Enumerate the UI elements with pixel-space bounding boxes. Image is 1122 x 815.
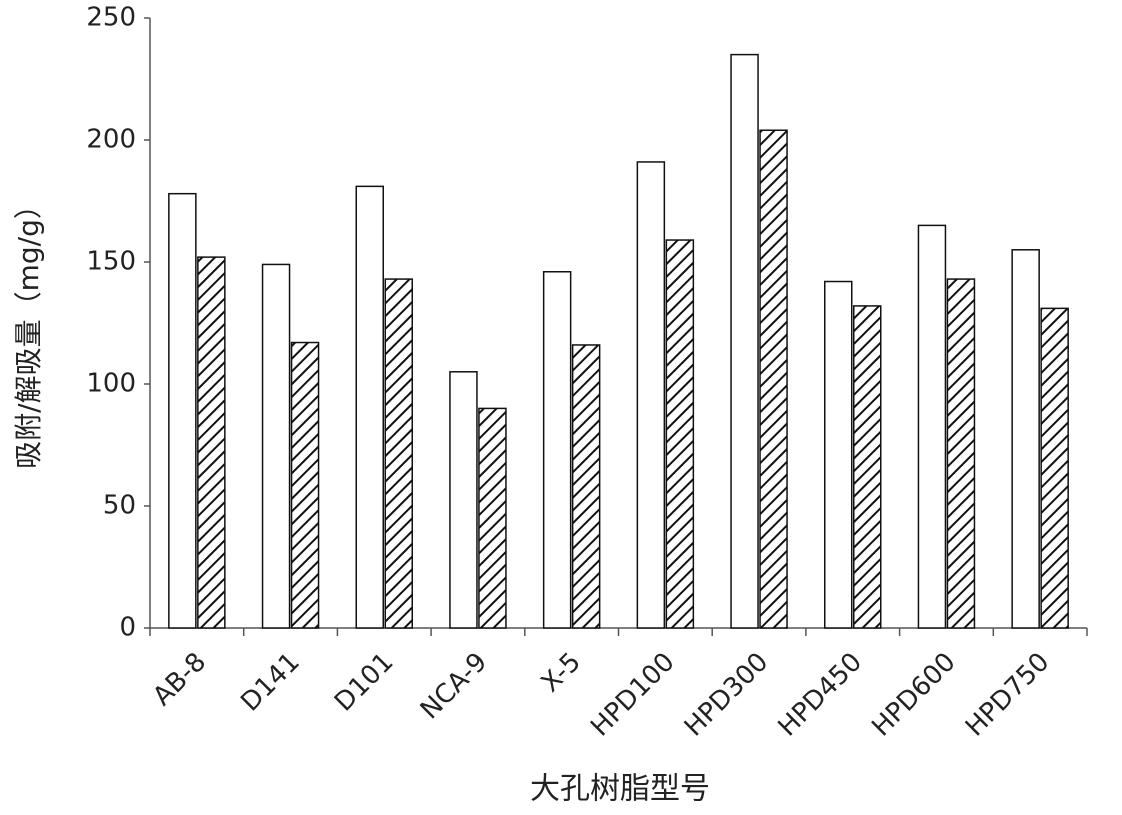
bar — [542, 271, 572, 629]
bar — [168, 192, 197, 629]
y-tick-label: 150 — [86, 247, 136, 277]
bar — [917, 224, 947, 629]
bar — [1040, 307, 1069, 629]
x-tick-label: NCA-9 — [415, 647, 493, 725]
bar — [853, 305, 882, 629]
bar — [665, 239, 695, 629]
bar — [384, 278, 413, 629]
x-tick-label: D141 — [235, 647, 305, 717]
y-tick-label: 0 — [119, 613, 136, 643]
bar — [1011, 249, 1040, 629]
bar — [571, 344, 601, 629]
x-tick-label: HPD450 — [773, 647, 868, 742]
bar — [636, 161, 666, 629]
x-tick-label: HPD100 — [585, 647, 680, 742]
x-tick-label: D101 — [329, 647, 399, 717]
bar — [759, 129, 788, 629]
x-axis-title: 大孔树脂型号 — [530, 772, 710, 807]
bar — [824, 280, 853, 629]
y-axis-title: 吸附/解吸量（mg/g） — [12, 191, 45, 469]
bar — [946, 278, 976, 629]
y-tick-label: 250 — [86, 3, 136, 33]
bar — [197, 256, 226, 629]
x-tick-label: HPD600 — [866, 647, 961, 742]
x-tick-label: X-5 — [536, 647, 587, 698]
bar — [261, 263, 291, 629]
x-tick-label: HPD750 — [960, 647, 1055, 742]
bar — [290, 341, 320, 629]
x-tick-label: HPD300 — [679, 647, 774, 742]
bar — [449, 371, 478, 629]
bar — [478, 407, 507, 629]
y-tick-label: 50 — [103, 491, 136, 521]
y-tick-label: 200 — [86, 125, 136, 155]
y-tick-label: 100 — [86, 369, 136, 399]
x-tick-label: AB-8 — [147, 647, 212, 712]
bar — [730, 53, 759, 629]
bar — [355, 185, 384, 629]
